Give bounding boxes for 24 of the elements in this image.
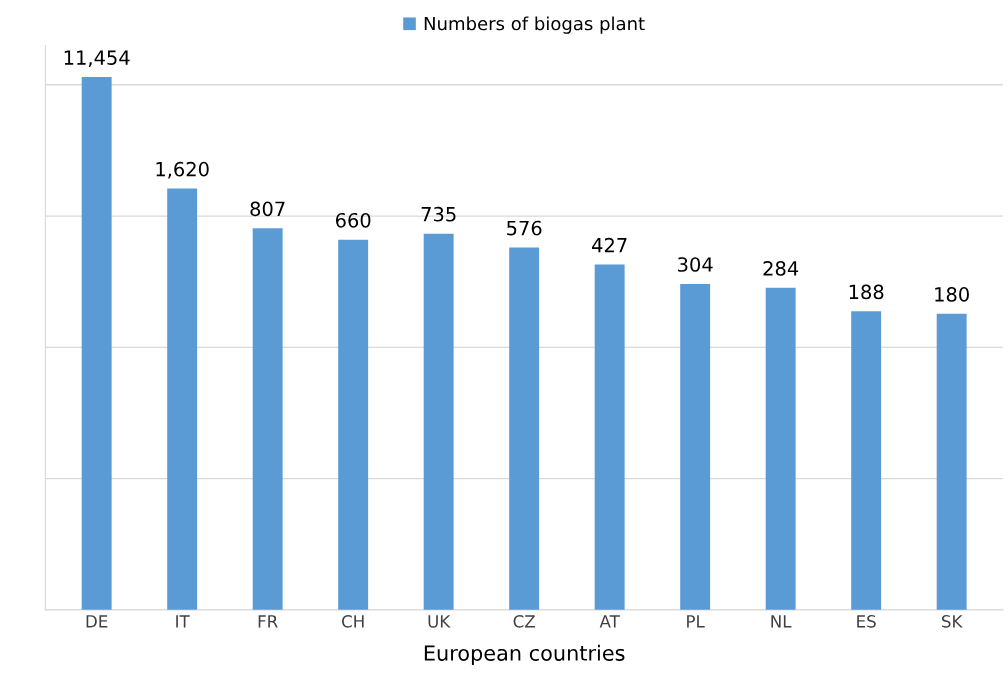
- data-label: 284: [763, 261, 799, 276]
- x-tick-label: AT: [599, 615, 620, 628]
- x-axis-title: European countries: [424, 644, 625, 665]
- x-tick-label: NL: [771, 615, 792, 628]
- x-tick-label: FR: [258, 615, 278, 628]
- x-tick-label: IT: [176, 615, 190, 628]
- x-tick-label: DE: [86, 615, 108, 628]
- data-label: 11,454: [64, 50, 130, 67]
- data-label: 660: [335, 212, 371, 228]
- x-tick-label: CH: [342, 615, 364, 628]
- x-tick-label: SK: [942, 615, 963, 628]
- data-label: 188: [849, 284, 884, 300]
- data-label: 1,620: [156, 161, 209, 179]
- x-tick-label: UK: [428, 615, 451, 628]
- data-label: 180: [935, 287, 969, 302]
- data-label: 427: [592, 237, 627, 253]
- data-label: 576: [507, 220, 542, 236]
- x-tick-label: ES: [857, 615, 876, 628]
- x-tick-label: PL: [687, 615, 705, 628]
- data-label: 304: [678, 257, 713, 272]
- legend-label: Numbers of biogas plant: [424, 16, 645, 34]
- data-label: 807: [250, 201, 285, 217]
- data-label: 735: [421, 206, 456, 222]
- x-tick-label: CZ: [513, 615, 535, 628]
